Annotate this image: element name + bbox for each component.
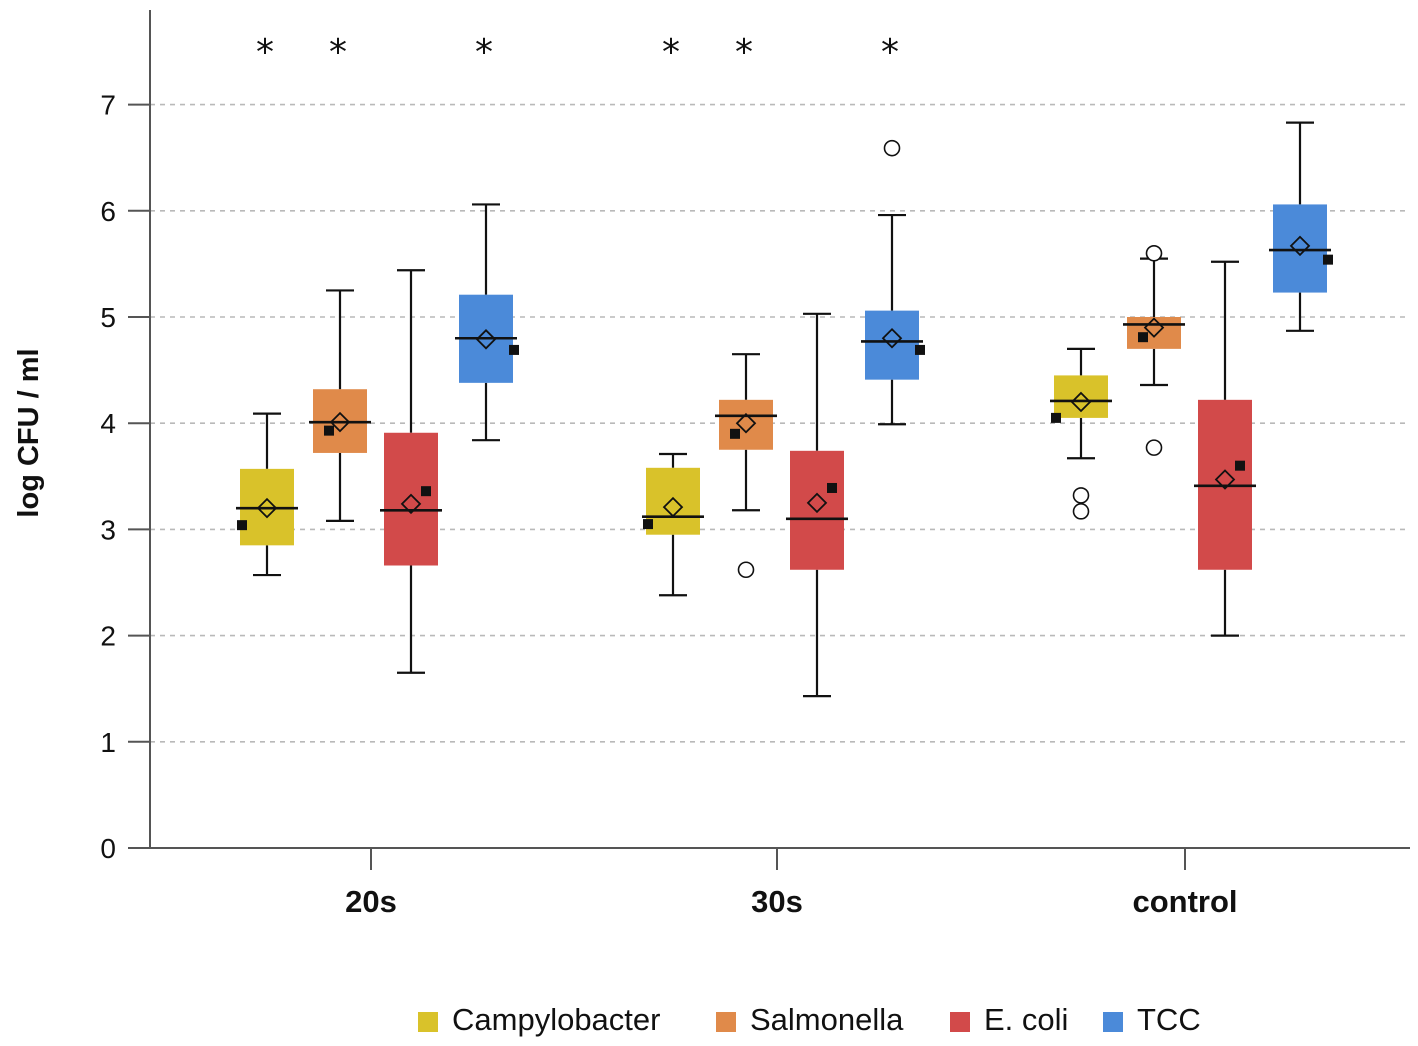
y-ticks: 0 1 2 3 4 5 6 7 bbox=[100, 90, 150, 864]
legend: Campylobacter Salmonella E. coli TCC bbox=[418, 1002, 1201, 1037]
box-e-coli-20s bbox=[380, 269, 442, 674]
outlier-point bbox=[1145, 244, 1163, 262]
box-iqr bbox=[865, 310, 919, 380]
y-tick-label: 7 bbox=[100, 90, 116, 121]
y-tick-label: 4 bbox=[100, 408, 116, 439]
point-marker bbox=[827, 482, 837, 493]
legend-swatch bbox=[418, 1012, 438, 1032]
point-marker bbox=[1323, 254, 1333, 265]
y-tick-label: 1 bbox=[100, 727, 116, 758]
box-salmonella-control bbox=[1123, 244, 1185, 456]
outlier-point bbox=[1072, 487, 1090, 504]
y-tick-label: 6 bbox=[100, 196, 116, 227]
mean-marker bbox=[1214, 469, 1236, 490]
box-iqr bbox=[1273, 204, 1327, 293]
legend-label: TCC bbox=[1137, 1002, 1201, 1037]
box-salmonella-30s bbox=[715, 353, 777, 579]
mean-marker bbox=[662, 496, 684, 518]
outlier-point bbox=[737, 561, 755, 579]
point-marker bbox=[1051, 412, 1061, 423]
significance-markers: * * * * * * bbox=[256, 32, 899, 73]
mean-marker bbox=[256, 497, 278, 519]
box-tcc-30s bbox=[861, 139, 925, 426]
mean-marker bbox=[475, 329, 497, 350]
legend-swatch bbox=[1103, 1012, 1123, 1032]
point-marker bbox=[1235, 460, 1245, 471]
box-campylobacter-20s bbox=[236, 412, 298, 577]
significance-star: * bbox=[735, 32, 753, 73]
legend-label: Salmonella bbox=[750, 1002, 904, 1037]
outlier-point bbox=[1145, 439, 1163, 456]
box-iqr bbox=[790, 450, 844, 570]
point-marker bbox=[1138, 332, 1148, 343]
y-tick-label: 5 bbox=[100, 302, 116, 333]
y-tick-label: 0 bbox=[100, 833, 116, 864]
point-marker bbox=[509, 344, 519, 355]
legend-swatch bbox=[950, 1012, 970, 1032]
point-marker bbox=[730, 428, 740, 439]
mean-marker bbox=[1143, 317, 1165, 338]
outlier-point bbox=[1072, 503, 1090, 520]
outlier-point bbox=[883, 139, 901, 157]
box-campylobacter-30s bbox=[642, 452, 704, 597]
box-e-coli-control bbox=[1194, 260, 1256, 637]
legend-swatch bbox=[716, 1012, 736, 1032]
legend-label: E. coli bbox=[984, 1002, 1068, 1037]
point-marker bbox=[324, 425, 334, 436]
box-salmonella-20s bbox=[309, 289, 371, 523]
y-tick-label: 3 bbox=[100, 514, 116, 545]
mean-marker bbox=[806, 492, 828, 514]
box-e-coli-30s bbox=[786, 312, 848, 698]
significance-star: * bbox=[329, 32, 347, 73]
box-iqr bbox=[719, 399, 773, 450]
point-marker bbox=[237, 520, 247, 531]
box-iqr bbox=[1127, 317, 1181, 349]
point-marker bbox=[421, 486, 431, 497]
box-iqr bbox=[646, 467, 700, 535]
axes bbox=[149, 10, 1410, 849]
point-marker bbox=[643, 519, 653, 530]
significance-star: * bbox=[881, 32, 899, 73]
x-category-label: 30s bbox=[751, 884, 803, 919]
box-iqr bbox=[384, 432, 438, 566]
mean-marker bbox=[881, 327, 903, 349]
significance-star: * bbox=[662, 32, 680, 73]
box-tcc-control bbox=[1269, 121, 1333, 332]
x-category-label: control bbox=[1132, 884, 1237, 919]
x-category-label: 20s bbox=[345, 884, 397, 919]
legend-label: Campylobacter bbox=[452, 1002, 660, 1037]
mean-marker bbox=[1289, 235, 1311, 257]
mean-marker bbox=[1070, 391, 1092, 413]
y-axis-label: log CFU / ml bbox=[13, 348, 45, 517]
y-tick-label: 2 bbox=[100, 621, 116, 652]
x-ticks: 20s 30s control bbox=[345, 848, 1238, 919]
significance-star: * bbox=[256, 32, 274, 73]
point-marker bbox=[915, 344, 925, 355]
significance-star: * bbox=[475, 32, 493, 73]
boxes bbox=[236, 121, 1333, 698]
mean-marker bbox=[400, 493, 422, 515]
box-campylobacter-control bbox=[1050, 347, 1112, 520]
box-tcc-20s bbox=[455, 203, 519, 442]
mean-marker bbox=[329, 411, 351, 433]
mean-marker bbox=[735, 412, 757, 434]
